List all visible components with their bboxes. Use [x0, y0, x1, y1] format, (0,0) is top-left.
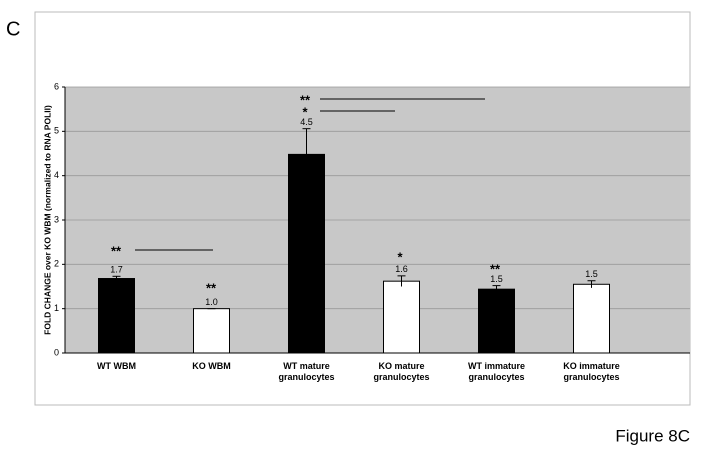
x-tick-label-line: granulocytes — [468, 372, 524, 382]
significance: ** — [300, 92, 311, 107]
significance: ** — [111, 243, 122, 258]
x-tick-label-line: WT mature — [283, 361, 330, 371]
significance: ** — [206, 280, 217, 295]
x-tick-label-line: granulocytes — [278, 372, 334, 382]
y-tick-label: 3 — [54, 214, 59, 224]
y-tick-label: 5 — [54, 126, 59, 136]
x-tick-label: KO mature granulocytes — [373, 361, 429, 382]
x-tick-label: WT immature granulocytes — [468, 361, 525, 382]
x-tick-label-line: granulocytes — [563, 372, 619, 382]
x-tick-label-line: KO mature — [378, 361, 424, 371]
value-label: 1.5 — [490, 274, 503, 284]
y-tick-label: 6 — [54, 81, 59, 91]
y-tick-label: 0 — [54, 347, 59, 357]
panel-label: C — [6, 18, 20, 40]
value-label: 1.0 — [205, 297, 218, 307]
x-tick-label: WT mature granulocytes — [278, 361, 334, 382]
bar — [478, 288, 515, 354]
bar — [288, 153, 325, 354]
x-tick-label-line: WT WBM — [97, 361, 136, 371]
x-tick-label-line: granulocytes — [373, 372, 429, 382]
x-tick-label: WT WBM — [97, 361, 136, 371]
x-tick-label-line: KO immature — [563, 361, 620, 371]
value-label: 1.5 — [585, 269, 598, 279]
y-tick-label: 2 — [54, 259, 59, 269]
significance: * — [302, 104, 308, 119]
caption: Figure 8C — [615, 426, 690, 445]
x-tick-label-line: WT immature — [468, 361, 525, 371]
y-tick-label: 4 — [54, 170, 59, 180]
value-label: 4.5 — [300, 117, 313, 127]
x-tick-label: KO immature granulocytes — [563, 361, 620, 382]
y-axis-label: FOLD CHANGE over KO WBM (normalized to R… — [42, 105, 52, 335]
bar — [573, 283, 610, 354]
significance: ** — [490, 261, 501, 276]
bar — [98, 278, 135, 354]
y-tick-label: 1 — [54, 303, 59, 313]
value-label: 1.7 — [110, 265, 123, 275]
significance: * — [397, 249, 403, 264]
x-tick-label: KO WBM — [192, 361, 231, 371]
value-label: 1.6 — [395, 264, 408, 274]
bar — [193, 308, 230, 354]
x-tick-label-line: KO WBM — [192, 361, 231, 371]
bar — [383, 280, 420, 354]
